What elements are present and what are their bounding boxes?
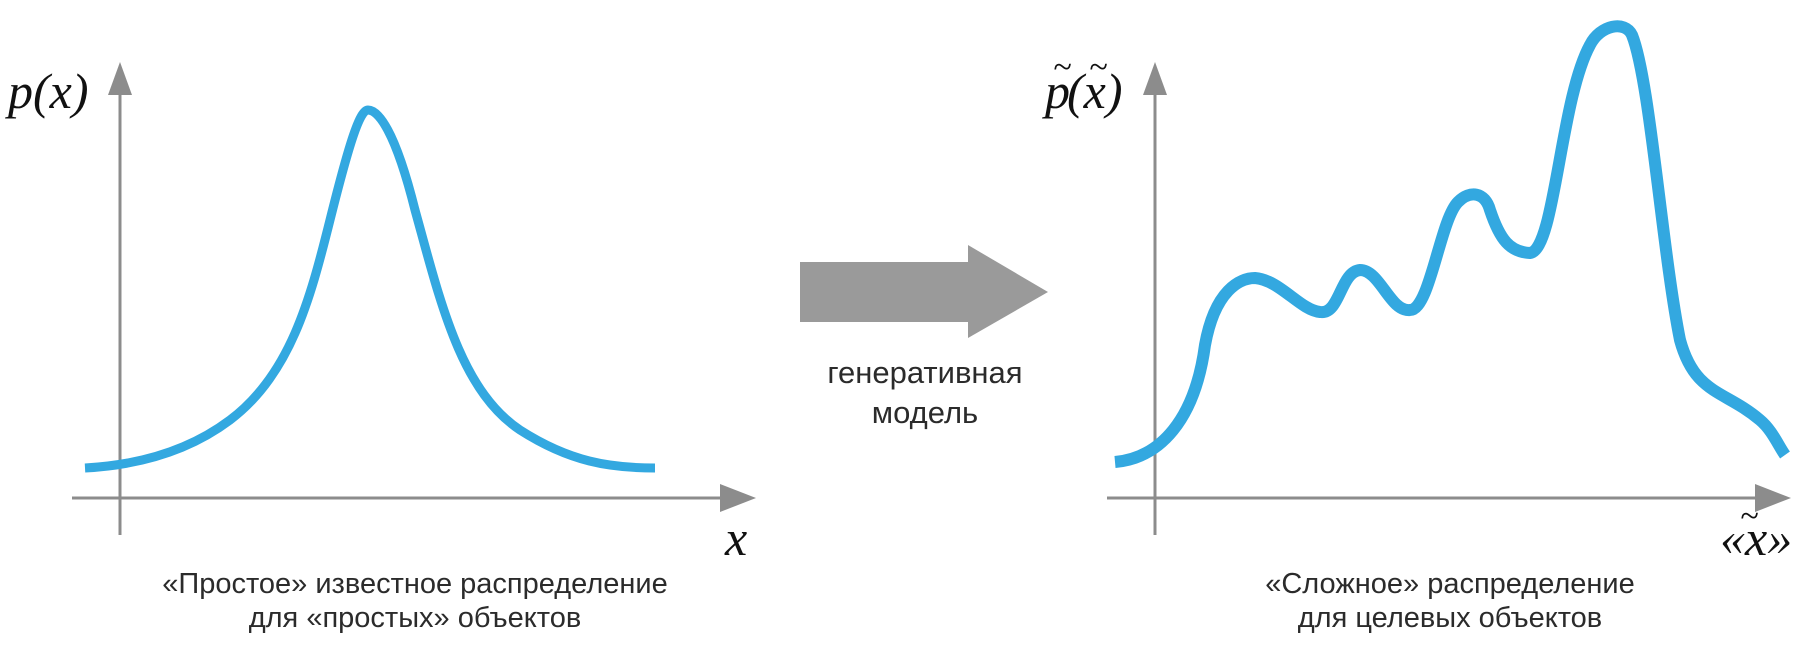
complex-distribution-caption: «Сложное» распределение для целевых объе… — [1200, 567, 1700, 635]
generative-model-arrow — [800, 245, 1048, 338]
svg-text:p: p — [1042, 63, 1070, 119]
caption-line: для целевых объектов — [1297, 602, 1603, 634]
tilde-icon: ~ — [1089, 49, 1107, 86]
left-x-axis-label: x — [724, 510, 747, 566]
arrow-head — [968, 245, 1048, 338]
svg-text:(x): (x) — [1067, 63, 1123, 119]
caption-line: «Сложное» распределение — [1265, 568, 1635, 600]
caption-line: «Простое» известное распределение — [162, 568, 668, 600]
left-y-axis-label: p(x) — [5, 63, 89, 119]
tilde-icon: ~ — [1740, 498, 1758, 535]
right-y-axis-arrowhead — [1143, 62, 1167, 95]
simple-distribution-curve — [84, 105, 656, 473]
left-y-axis-arrowhead — [108, 62, 132, 95]
arrow-label-line: модель — [871, 395, 979, 430]
arrow-shaft — [800, 262, 970, 322]
caption-line: для «простых» объектов — [248, 602, 582, 634]
right-y-axis-label: p ~ (x) ~ — [1042, 49, 1123, 119]
svg-text:«x»: «x» — [1720, 510, 1792, 566]
simple-distribution-caption: «Простое» известное распределение для «п… — [100, 567, 730, 635]
generative-model-label: генеративная модель — [770, 353, 1080, 433]
tilde-icon: ~ — [1053, 49, 1071, 86]
left-plot: p(x) x — [5, 62, 756, 566]
arrow-label-line: генеративная — [827, 355, 1023, 390]
left-x-axis-arrowhead — [720, 484, 756, 512]
right-x-axis-arrowhead — [1755, 484, 1791, 512]
right-x-axis-label: «x» ~ — [1720, 498, 1792, 566]
complex-distribution-curve — [1114, 20, 1791, 468]
right-plot: p ~ (x) ~ «x» ~ — [1042, 20, 1792, 566]
